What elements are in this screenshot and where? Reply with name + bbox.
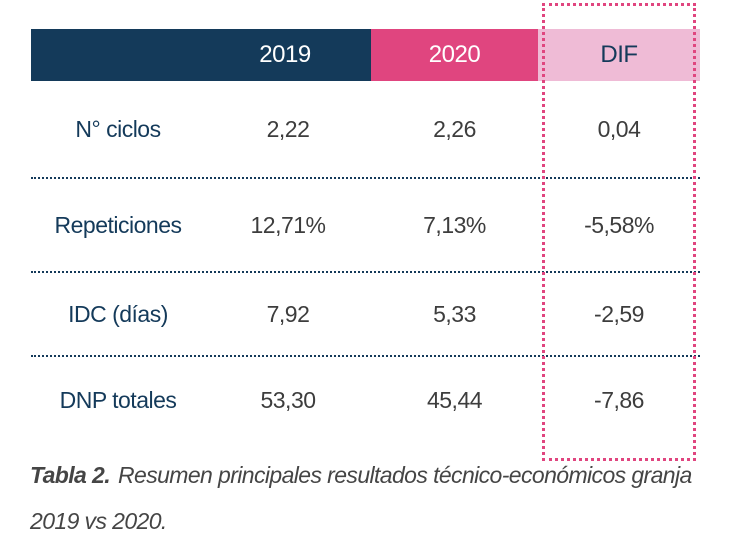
table-row: IDC (días) 7,92 5,33 -2,59 (31, 273, 700, 357)
table-row: DNP totales 53,30 45,44 -7,86 (31, 357, 700, 443)
table-row: N° ciclos 2,22 2,26 0,04 (31, 81, 700, 179)
header-2019: 2019 (199, 29, 371, 81)
cell-2019: 53,30 (260, 386, 316, 413)
results-table: 2019 2020 DIF N° ciclos 2,22 2,26 0,04 R… (31, 29, 700, 443)
table-row: Repeticiones 12,71% 7,13% -5,58% (31, 179, 700, 273)
dif-column-highlight (542, 3, 696, 461)
cell-2019: 7,92 (266, 300, 310, 327)
header-2020: 2020 (371, 29, 538, 81)
row-label: Repeticiones (54, 211, 182, 238)
cell-2020: 5,33 (433, 300, 476, 327)
caption-title: Tabla 2. (30, 462, 111, 488)
header-label-cell (31, 29, 199, 81)
cell-2020: 2,26 (433, 115, 476, 142)
cell-dif: -5,58% (584, 211, 654, 238)
table-caption: Tabla 2. Resumen principales resultados t… (30, 452, 720, 544)
table-header-row: 2019 2020 DIF (31, 29, 700, 81)
cell-dif: -7,86 (594, 386, 644, 413)
cell-2020: 7,13% (423, 211, 486, 238)
cell-2019: 12,71% (250, 211, 326, 238)
row-label: IDC (días) (68, 300, 168, 327)
header-dif: DIF (538, 29, 700, 81)
cell-2020: 45,44 (426, 386, 483, 413)
row-label: N° ciclos (75, 115, 161, 142)
cell-2019: 2,22 (266, 115, 310, 142)
cell-dif: -2,59 (594, 300, 644, 327)
caption-text: Resumen principales resultados técnico-e… (30, 462, 692, 534)
row-label: DNP totales (59, 386, 177, 413)
cell-dif: 0,04 (597, 115, 641, 142)
